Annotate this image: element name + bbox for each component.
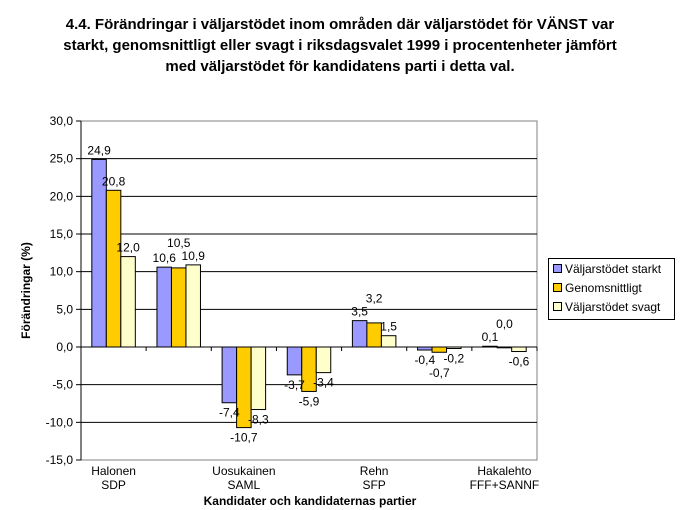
legend-item: Väljarstödet starkt: [549, 259, 674, 278]
x-tick-label: Halonen: [91, 464, 136, 478]
y-tick-label: 25,0: [50, 152, 74, 166]
legend-swatch: [553, 264, 562, 273]
y-tick-label: 30,0: [50, 114, 74, 128]
x-tick-label: FFF+SANNF: [470, 478, 540, 492]
bar: [511, 346, 527, 353]
data-label: 12,0: [116, 241, 140, 255]
y-tick-label: -10,0: [46, 415, 74, 429]
data-label: -0,7: [429, 366, 450, 380]
data-label: 24,9: [87, 143, 111, 157]
data-label: 3,5: [351, 305, 368, 319]
y-tick-label: -15,0: [46, 453, 74, 467]
x-tick-label: SFP: [362, 478, 385, 492]
data-label: -3,7: [284, 378, 305, 392]
bar: [120, 256, 136, 348]
legend-label: Väljarstödet starkt: [565, 261, 662, 276]
bar: [185, 264, 201, 348]
data-label: 0,1: [482, 330, 499, 344]
bar: [417, 346, 433, 351]
x-tick-label: Rehn: [360, 464, 389, 478]
data-label: 10,9: [182, 249, 206, 263]
x-tick-label: SAML: [228, 478, 261, 492]
bar: [105, 189, 122, 348]
data-label: 10,5: [167, 236, 191, 250]
bar: [286, 346, 303, 376]
y-tick-label: -5,0: [52, 378, 73, 392]
data-label: 3,2: [366, 292, 383, 306]
data-label: -3,4: [313, 376, 334, 390]
legend-label: Genomsnittligt: [565, 280, 642, 295]
x-tick-label: Uosukainen: [212, 464, 275, 478]
legend-item: Genomsnittligt: [549, 278, 674, 297]
bar: [351, 320, 368, 348]
legend-label: Väljarstödet svagt: [565, 299, 661, 314]
bar: [482, 345, 498, 348]
bar: [431, 346, 448, 353]
y-tick-label: 15,0: [50, 227, 74, 241]
legend: Väljarstödet starkt Genomsnittligt Väljars…: [548, 258, 675, 320]
y-tick-label: 5,0: [56, 302, 73, 316]
data-label: -10,7: [230, 431, 258, 445]
bar: [380, 335, 397, 348]
data-label: 0,0: [496, 317, 513, 331]
plot-area: [80, 120, 538, 461]
bar: [446, 346, 462, 350]
bar: [250, 346, 267, 411]
y-tick-label: 20,0: [50, 189, 74, 203]
data-label: -0,6: [509, 355, 530, 369]
x-tick-label: SDP: [101, 478, 126, 492]
x-tick-label: Hakalehto: [477, 464, 531, 478]
data-label: -7,4: [219, 406, 240, 420]
y-tick-label: 0,0: [56, 340, 73, 354]
data-label: -8,3: [248, 413, 269, 427]
legend-item: Väljarstödet svagt: [549, 297, 674, 316]
bar: [170, 267, 187, 348]
legend-swatch: [553, 302, 562, 311]
bar: [315, 346, 332, 374]
legend-swatch: [553, 283, 562, 292]
bar: [366, 322, 382, 348]
y-axis-title: Förändringar (%): [19, 242, 33, 339]
data-label: 1,5: [380, 320, 397, 334]
data-label: 10,6: [153, 251, 177, 265]
bar: [496, 346, 513, 349]
y-tick-label: 10,0: [50, 265, 74, 279]
chart-title: 4.4. Förändringar i väljarstödet inom om…: [63, 16, 617, 75]
data-label: 20,8: [102, 174, 126, 188]
bar: [221, 346, 238, 404]
x-axis-title: Kandidater och kandidaternas partier: [204, 494, 417, 508]
data-label: -5,9: [299, 394, 320, 408]
data-label: -0,4: [414, 353, 435, 367]
data-label: -0,2: [443, 352, 464, 366]
bar: [156, 266, 172, 348]
